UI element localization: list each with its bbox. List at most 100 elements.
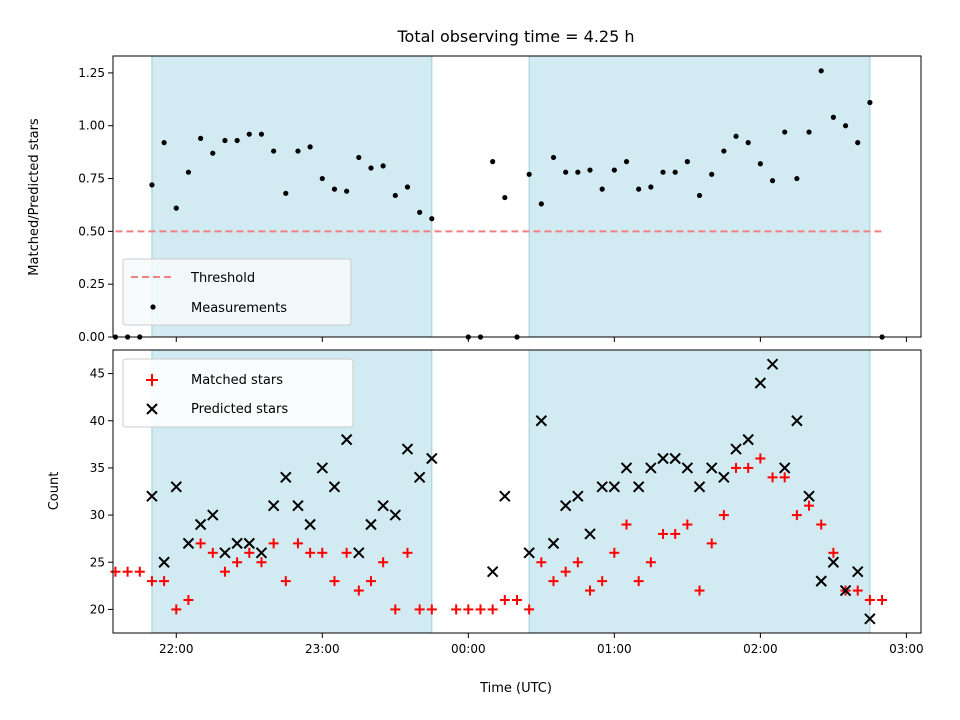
matched-star-point — [134, 566, 145, 577]
matched-star-point — [731, 462, 742, 473]
matched-star-point — [329, 576, 340, 587]
matched-star-point — [572, 557, 583, 568]
matched-star-point — [609, 547, 620, 558]
measurement-point — [745, 140, 751, 146]
predicted-star-point — [401, 443, 414, 455]
matched-star-point — [244, 547, 255, 558]
top-legend: Threshold Measurements — [122, 258, 352, 326]
matched-star-point — [633, 576, 644, 587]
predicted-star-point — [146, 490, 158, 502]
matched-star-point — [694, 585, 705, 596]
matched-star-point — [706, 538, 717, 549]
matched-star-point — [110, 566, 121, 577]
bottom-y-axis-ticks: 20 25 30 35 40 45 — [90, 367, 113, 616]
measurement-point — [696, 192, 703, 199]
legend-predicted-swatch — [146, 403, 158, 415]
x-tick-label: 03:00 — [889, 642, 924, 656]
matched-star-point — [755, 453, 766, 464]
measurement-point — [599, 186, 605, 192]
measurement-point — [757, 161, 763, 167]
measurement-point — [307, 144, 313, 150]
predicted-star-point — [547, 537, 560, 550]
matched-star-point — [146, 576, 157, 587]
bottom-x-axis-ticks: 22:00 23:00 00:00 01:00 02:00 03:00 — [159, 633, 924, 656]
top-series-layer — [112, 68, 885, 340]
y-tick-label: 0.50 — [78, 224, 105, 238]
matched-star-point — [219, 566, 230, 577]
matched-star-point — [499, 594, 510, 605]
matched-star-point — [207, 547, 218, 558]
matched-star-point — [487, 604, 498, 615]
predicted-star-point — [718, 471, 730, 484]
matched-star-point — [463, 604, 474, 615]
matched-star-point — [536, 557, 547, 568]
matched-star-point — [597, 576, 608, 587]
matched-star-point — [548, 576, 559, 587]
matched-star-point — [268, 538, 279, 549]
measurement-point — [587, 167, 593, 173]
predicted-star-point — [182, 537, 195, 550]
legend-matched-label: Matched stars — [191, 373, 283, 388]
measurement-point — [149, 182, 155, 188]
measurement-point — [563, 169, 569, 175]
legend-predicted-label: Predicted stars — [191, 402, 288, 417]
y-tick-label: 35 — [90, 461, 105, 475]
matched-star-point — [305, 547, 316, 558]
y-tick-label: 25 — [90, 555, 105, 569]
matched-star-point — [341, 547, 352, 558]
predicted-star-point — [827, 556, 840, 568]
legend-threshold-label: Threshold — [190, 271, 255, 286]
measurement-point — [185, 169, 192, 175]
matched-star-point — [791, 510, 802, 521]
predicted-star-point — [328, 481, 341, 493]
top-x-axis-ticks — [175, 337, 907, 342]
predicted-star-point — [194, 518, 207, 531]
measurement-point — [611, 167, 617, 173]
measurement-point — [709, 171, 715, 177]
matched-star-point — [852, 585, 863, 596]
matched-star-point — [171, 604, 182, 615]
bottom-legend-box — [122, 358, 354, 428]
predicted-star-point — [426, 452, 438, 465]
matched-star-point — [122, 566, 133, 577]
matched-star-point — [390, 604, 401, 615]
measurement-point — [867, 99, 873, 106]
predicted-star-point — [754, 377, 767, 389]
matched-star-point — [451, 604, 462, 615]
predicted-star-point — [158, 556, 170, 568]
matched-star-point — [353, 585, 364, 596]
legend-matched-swatch — [146, 374, 158, 386]
matched-star-point — [816, 519, 827, 530]
predicted-star-point — [267, 499, 280, 512]
matched-star-point — [256, 557, 267, 568]
measurement-point — [842, 123, 849, 129]
measurement-point — [526, 171, 532, 177]
matched-star-point — [804, 500, 815, 511]
measurement-point — [660, 169, 666, 175]
y-tick-label: 1.25 — [78, 66, 105, 80]
predicted-star-point — [231, 537, 243, 550]
measurement-point — [161, 140, 167, 146]
top-y-axis-label: Matched/Predicted stars — [27, 118, 42, 276]
matched-star-point — [524, 604, 535, 615]
predicted-star-point — [730, 443, 742, 455]
y-tick-label: 45 — [90, 367, 105, 381]
bottom-series-layer — [110, 358, 888, 625]
matched-star-point — [232, 557, 243, 568]
matched-star-point — [658, 528, 669, 539]
predicted-star-point — [839, 584, 852, 597]
matched-star-point — [718, 510, 729, 521]
x-tick-label: 23:00 — [305, 642, 340, 656]
predicted-star-point — [243, 537, 255, 550]
measurement-point — [258, 131, 265, 137]
matched-star-point — [767, 472, 778, 483]
measurement-point — [222, 137, 228, 144]
matched-star-point — [779, 472, 790, 483]
measurement-point — [331, 186, 338, 192]
measurement-point — [818, 68, 824, 74]
measurement-point — [721, 148, 727, 154]
predicted-star-point — [535, 415, 548, 427]
measurement-point — [319, 175, 325, 182]
measurement-point — [344, 188, 350, 194]
measurement-point — [210, 150, 216, 156]
